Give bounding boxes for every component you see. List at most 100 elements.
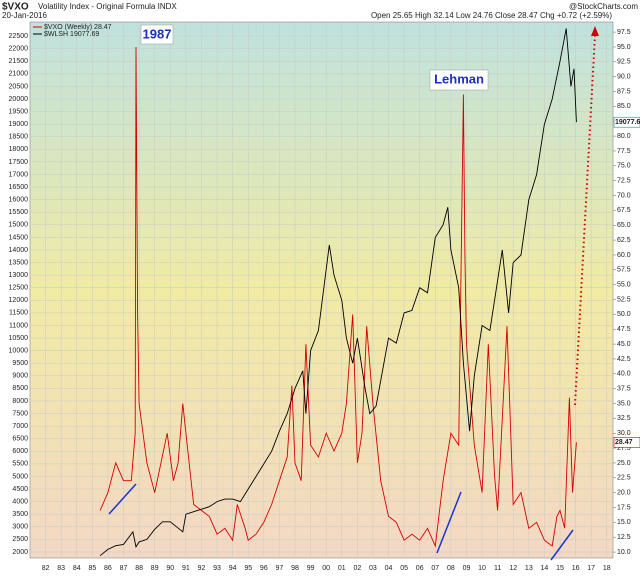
y2-tick-label: 77.5 [617, 148, 631, 155]
y-tick-label: 9500 [12, 360, 28, 367]
y2-tick-label: 52.5 [617, 296, 631, 303]
y2-tick-label: 37.5 [617, 385, 631, 392]
x-tick-label: 09 [463, 565, 471, 572]
x-tick-label: 04 [385, 565, 393, 572]
y-tick-label: 3000 [12, 524, 28, 531]
arrow-head [591, 26, 599, 36]
y2-tick-label: 95.0 [617, 44, 631, 51]
y-tick-label: 14500 [9, 234, 29, 241]
annotation: Lehman [434, 71, 484, 86]
y-tick-label: 10500 [9, 335, 29, 342]
x-tick-label: 05 [400, 565, 408, 572]
y2-tick-label: 40.0 [617, 371, 631, 378]
x-tick-label: 89 [151, 565, 159, 572]
y-tick-label: 2000 [12, 549, 28, 556]
y-tick-label: 16500 [9, 184, 29, 191]
x-tick-label: 85 [88, 565, 96, 572]
y2-tick-label: 70.0 [617, 192, 631, 199]
y2-tick-label: 62.5 [617, 237, 631, 244]
x-tick-label: 91 [182, 565, 190, 572]
y-tick-label: 12000 [9, 297, 29, 304]
marks [99, 28, 577, 557]
x-tick-label: 03 [369, 565, 377, 572]
x-tick-label: 11 [494, 565, 501, 572]
trend-line [550, 529, 574, 561]
y-tick-label: 15000 [9, 222, 29, 229]
quote: Open 25.65 High 32.14 Low 24.76 Close 28… [371, 11, 612, 20]
trend-line [436, 491, 462, 554]
y2-tick-label: 20.0 [617, 489, 631, 496]
y-tick-label: 4500 [12, 486, 28, 493]
y-tick-label: 20500 [9, 83, 29, 90]
last-value-box [613, 437, 640, 448]
x-tick-label: 92 [198, 565, 206, 572]
y-tick-label: 17500 [9, 159, 29, 166]
annotation-box [429, 69, 489, 91]
y2-tick-label: 72.5 [617, 178, 631, 185]
y-tick-label: 18500 [9, 134, 29, 141]
y-tick-label: 21000 [9, 71, 29, 78]
y-tick-label: 16000 [9, 197, 29, 204]
x-tick-label: 88 [135, 565, 143, 572]
y-tick-label: 7500 [12, 410, 28, 417]
y-tick-label: 22500 [9, 33, 29, 40]
y-tick-label: 11500 [9, 310, 28, 317]
x-tick-label: 95 [244, 565, 252, 572]
y-tick-label: 19500 [9, 108, 29, 115]
y-tick-label: 12500 [9, 285, 29, 292]
x-tick-label: 14 [541, 565, 549, 572]
y-tick-label: 9000 [12, 373, 28, 380]
y-tick-label: 3500 [12, 511, 28, 518]
y-tick-label: 6000 [12, 448, 28, 455]
x-tick-label: 84 [73, 565, 81, 572]
x-tick-label: 18 [603, 565, 611, 572]
y2-tick-label: 75.0 [617, 163, 631, 170]
x-tick-label: 07 [431, 565, 439, 572]
x-tick-label: 98 [291, 565, 299, 572]
y2-tick-label: 90.0 [617, 74, 631, 81]
y2-tick-label: 22.5 [617, 475, 631, 482]
x-tick-label: 00 [322, 565, 330, 572]
annotation: 1987 [143, 26, 172, 41]
legend-label: $VXO (Weekly) 28.47 [44, 24, 112, 31]
x-tick-label: 96 [260, 565, 268, 572]
last-value-label: 19077.69 [615, 119, 640, 126]
x-tick-label: 01 [338, 565, 346, 572]
y-tick-label: 6500 [12, 436, 28, 443]
y-tick-label: 7000 [12, 423, 28, 430]
y-tick-label: 13500 [9, 259, 29, 266]
y2-tick-label: 45.0 [617, 341, 631, 348]
legend-label: $WLSH 19077.69 [44, 31, 99, 38]
x-tick-label: 06 [416, 565, 424, 572]
y2-tick-label: 67.5 [617, 207, 631, 214]
annotation-box [140, 24, 174, 45]
y2-tick-label: 80.0 [617, 133, 631, 140]
y2-tick-label: 50.0 [617, 311, 631, 318]
chart-subtitle: Volatility Index - Original Formula INDX [38, 2, 177, 11]
y2-tick-label: 55.0 [617, 281, 631, 288]
y-tick-label: 19000 [9, 121, 29, 128]
y-tick-label: 4000 [12, 498, 28, 505]
x-tick-label: 87 [120, 565, 128, 572]
y-tick-label: 15500 [9, 209, 29, 216]
y-tick-label: 5000 [12, 473, 28, 480]
y2-tick-label: 57.5 [617, 267, 631, 274]
y-tick-label: 10000 [9, 347, 29, 354]
y2-tick-label: 85.0 [617, 103, 631, 110]
x-tick-label: 82 [42, 565, 50, 572]
x-tick-label: 02 [353, 565, 361, 572]
y-tick-label: 13000 [9, 272, 29, 279]
y2-tick-label: 65.0 [617, 222, 631, 229]
grid [30, 22, 613, 558]
x-tick-label: 12 [509, 565, 517, 572]
x-tick-label: 10 [478, 565, 486, 572]
y2-tick-label: 10.0 [617, 549, 631, 556]
y2-tick-label: 92.5 [617, 59, 631, 66]
date: 20-Jan-2016 [2, 11, 47, 20]
y-tick-label: 18000 [9, 146, 29, 153]
chart-title: $VXO [2, 2, 29, 13]
y-tick-label: 8000 [12, 398, 28, 405]
forecast-arrow [574, 34, 596, 406]
y2-tick-label: 30.0 [617, 430, 631, 437]
x-tick-label: 16 [572, 565, 580, 572]
